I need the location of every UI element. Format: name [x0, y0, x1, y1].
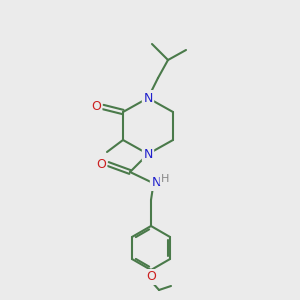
- Text: N: N: [143, 92, 153, 104]
- Text: O: O: [91, 100, 101, 113]
- Text: N: N: [151, 176, 161, 190]
- Text: O: O: [96, 158, 106, 170]
- Text: N: N: [143, 148, 153, 160]
- Text: O: O: [146, 271, 156, 284]
- Text: H: H: [161, 174, 169, 184]
